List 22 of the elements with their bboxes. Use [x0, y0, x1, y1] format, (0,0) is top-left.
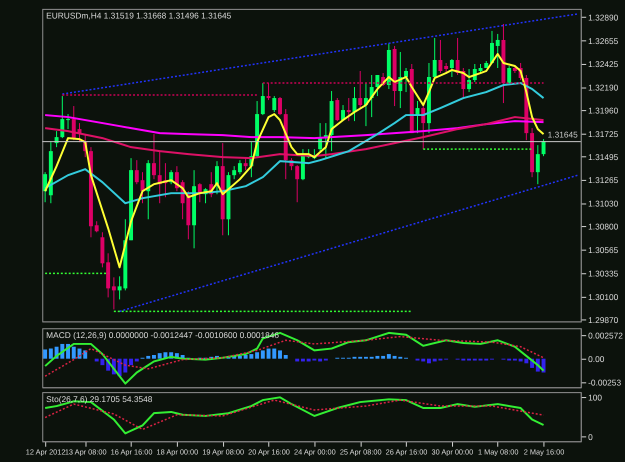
y-tick-label: 0.002572 [588, 330, 624, 340]
y-tick-label: 1.30335 [588, 268, 619, 278]
y-tick-label: 0 [588, 432, 594, 442]
y-tick-label: 1.32890 [588, 12, 619, 22]
y-tick-label: 100 [588, 392, 602, 402]
y-tick-label: 1.31495 [588, 152, 619, 162]
y-tick-label: 1.32425 [588, 58, 619, 69]
y-tick-label: 1.31265 [588, 175, 619, 186]
y-tick-label: 1.30100 [588, 292, 619, 302]
y-tick-label: 1.32190 [588, 82, 619, 92]
ref-line-label: 1.31645 [548, 130, 578, 140]
annotation: Sto(26,7,6) 29.1705 54.3548 [46, 394, 153, 404]
y-tick-label: 1.32655 [588, 36, 619, 46]
y-tick-label: 1.31725 [588, 129, 619, 140]
y-tick-label: 0.00 [588, 354, 605, 364]
y-tick-label: 1.30565 [588, 245, 619, 256]
y-tick-label: 1.29870 [588, 314, 619, 325]
y-tick-label: 1.30800 [588, 222, 619, 232]
chart-title: EURUSDm,H4 1.31519 1.31668 1.31496 1.31645 [46, 10, 232, 21]
y-tick-label: -0.00253 [588, 377, 622, 388]
y-tick-label: 1.31960 [588, 106, 619, 116]
y-tick-label: 1.31030 [588, 198, 619, 209]
